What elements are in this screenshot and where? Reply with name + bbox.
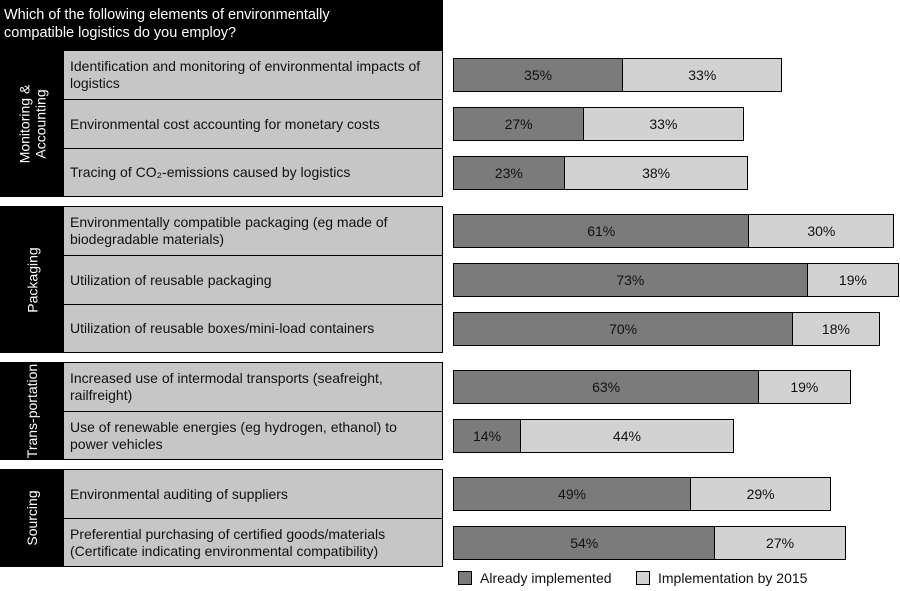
value-label: 33% bbox=[649, 115, 678, 132]
value-label: 30% bbox=[807, 222, 836, 239]
chart-title: Which of the following elements of envir… bbox=[4, 7, 330, 41]
value-label: 61% bbox=[587, 222, 616, 239]
bar-segment: 35% bbox=[453, 57, 624, 92]
value-label: 27% bbox=[504, 115, 533, 132]
bar-segment: 18% bbox=[792, 311, 880, 346]
category-label: Preferential purchasing of certified goo… bbox=[64, 518, 443, 567]
value-label: 70% bbox=[609, 320, 638, 337]
bar-segment: 29% bbox=[690, 476, 832, 511]
bar-segment: 70% bbox=[453, 311, 794, 346]
category-label: Identification and monitoring of environ… bbox=[64, 50, 443, 100]
category-label: Utilization of reusable boxes/mini-load … bbox=[64, 304, 443, 353]
bar-segment: 54% bbox=[453, 525, 716, 560]
bar-segment: 44% bbox=[520, 418, 734, 453]
bar-segment: 27% bbox=[453, 106, 585, 141]
bar-segment: 61% bbox=[453, 213, 750, 248]
group-label: Trans-portation bbox=[24, 363, 40, 459]
group-band bbox=[0, 50, 64, 197]
value-label: 19% bbox=[838, 271, 867, 288]
bar-segment: 30% bbox=[748, 213, 895, 248]
legend-swatch bbox=[636, 571, 650, 585]
category-label: Increased use of intermodal transports (… bbox=[64, 362, 443, 412]
chart-title-box: Which of the following elements of envir… bbox=[0, 0, 443, 50]
legend-label: Implementation by 2015 bbox=[658, 570, 808, 586]
value-label: 44% bbox=[612, 427, 641, 444]
value-label: 33% bbox=[688, 66, 717, 83]
bar-segment: 19% bbox=[806, 262, 900, 297]
category-label: Utilization of reusable packaging bbox=[64, 255, 443, 305]
group-label: Sourcing bbox=[24, 490, 40, 546]
legend-swatch bbox=[458, 571, 472, 585]
bar-segment: 63% bbox=[453, 369, 760, 404]
category-label: Environmentally compatible packaging (eg… bbox=[64, 206, 443, 256]
group-label: Packaging bbox=[24, 246, 40, 313]
value-label: 27% bbox=[766, 534, 795, 551]
value-label: 29% bbox=[746, 485, 775, 502]
value-label: 19% bbox=[790, 378, 819, 395]
bar-segment: 19% bbox=[758, 369, 851, 404]
value-label: 18% bbox=[821, 320, 850, 337]
category-label: Environmental cost accounting for moneta… bbox=[64, 99, 443, 149]
group-band bbox=[0, 362, 64, 460]
value-label: 14% bbox=[473, 427, 502, 444]
value-label: 73% bbox=[616, 271, 645, 288]
group-label: Monitoring & Accounting bbox=[16, 84, 48, 163]
legend-label: Already implemented bbox=[480, 570, 612, 586]
group-band bbox=[0, 206, 64, 353]
value-label: 23% bbox=[494, 164, 523, 181]
value-label: 38% bbox=[642, 164, 671, 181]
bar-segment: 23% bbox=[453, 155, 565, 190]
bar-segment: 27% bbox=[714, 525, 846, 560]
bar-segment: 49% bbox=[453, 476, 692, 511]
category-label: Use of renewable energies (eg hydrogen, … bbox=[64, 411, 443, 460]
bar-segment: 33% bbox=[583, 106, 744, 141]
value-label: 63% bbox=[592, 378, 621, 395]
value-label: 49% bbox=[558, 485, 587, 502]
bar-segment: 73% bbox=[453, 262, 808, 297]
category-label: Environmental auditing of suppliers bbox=[64, 469, 443, 519]
bar-segment: 14% bbox=[453, 418, 522, 453]
group-band bbox=[0, 469, 64, 567]
value-label: 35% bbox=[524, 66, 553, 83]
bar-segment: 38% bbox=[563, 155, 749, 190]
bar-segment: 33% bbox=[622, 57, 783, 92]
value-label: 54% bbox=[570, 534, 599, 551]
category-label: Tracing of CO₂-emissions caused by logis… bbox=[64, 148, 443, 197]
